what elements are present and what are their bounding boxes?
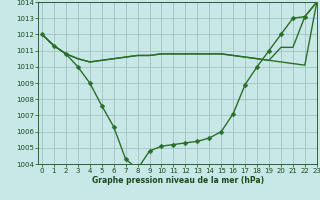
X-axis label: Graphe pression niveau de la mer (hPa): Graphe pression niveau de la mer (hPa) [92, 176, 264, 185]
